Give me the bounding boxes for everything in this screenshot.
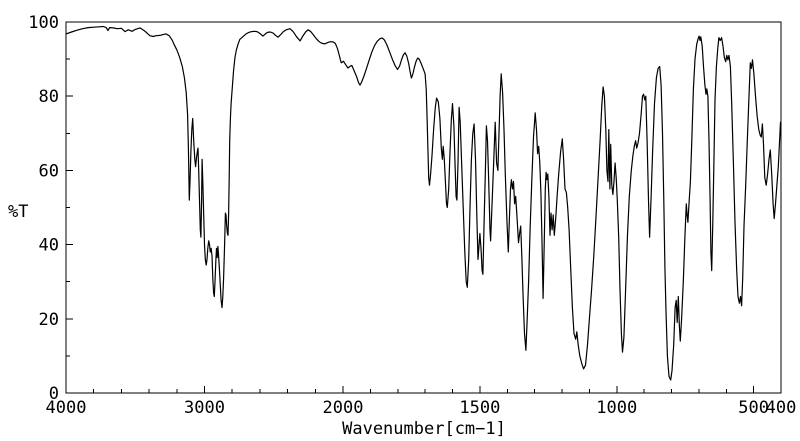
x-axis-title: Wavenumber[cm−1] [342, 419, 506, 439]
y-tick-label: 0 [49, 384, 59, 404]
spectrum-polyline [65, 25, 782, 381]
x-tick-label: 2000 [323, 398, 364, 418]
x-tick-label: 400 [766, 398, 797, 418]
y-tick-label: 80 [39, 87, 59, 107]
x-tick-label: 4000 [46, 398, 87, 418]
y-tick-label: 100 [28, 13, 59, 33]
y-tick-label: 40 [39, 236, 59, 256]
axis-ticks [65, 21, 782, 394]
x-tick-label: 3000 [184, 398, 225, 418]
y-tick-label: 60 [39, 161, 59, 181]
x-tick-label: 1000 [596, 398, 637, 418]
y-axis-title: %T [8, 202, 28, 222]
y-tick-label: 20 [39, 310, 59, 330]
x-tick-label: 500 [738, 398, 769, 418]
x-tick-label: 1500 [459, 398, 500, 418]
